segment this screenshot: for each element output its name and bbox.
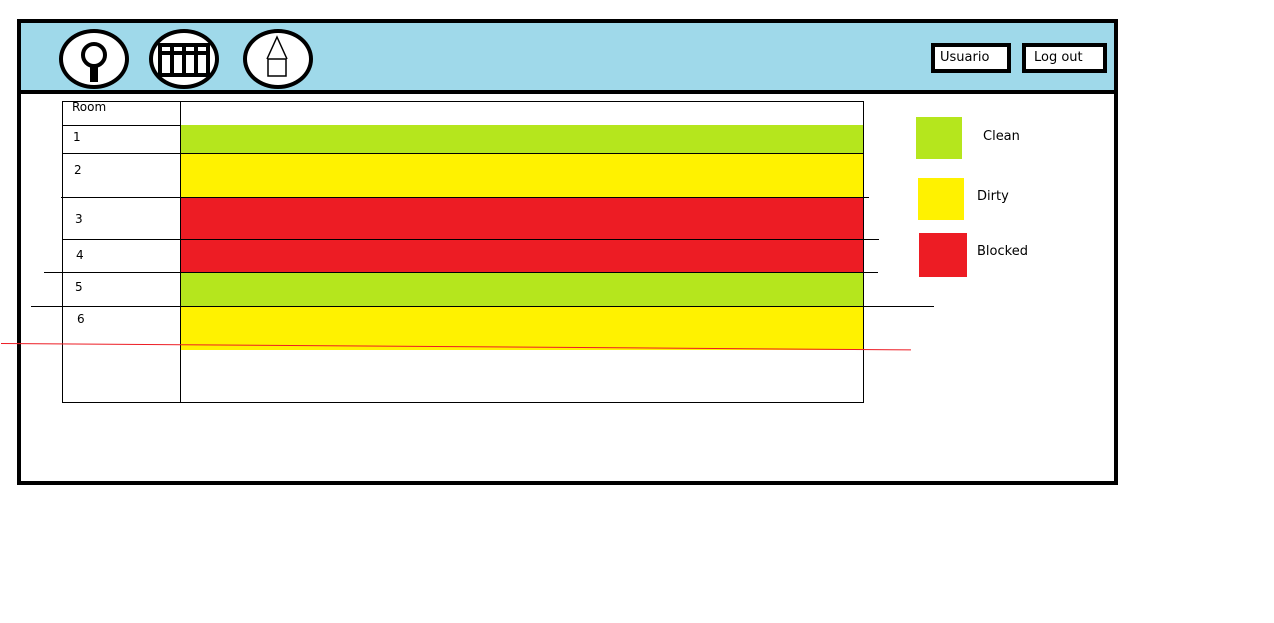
room-label: 5 [75,280,83,294]
legend-swatch-blocked [919,233,967,277]
row-separator [44,272,878,273]
grid-divider [180,102,181,402]
user-button[interactable]: Usuario [931,43,1011,73]
room-label: 3 [75,212,83,226]
room-column-header: Room [72,100,107,114]
row-separator [31,306,934,307]
status-bar-room-1[interactable] [181,125,863,153]
legend-label-dirty: Dirty [977,189,1009,204]
status-bar-room-6[interactable] [181,307,863,350]
room-label: 1 [73,130,81,144]
calendar-icon[interactable] [149,29,219,89]
row-separator [63,153,863,154]
search-icon[interactable] [59,29,129,89]
logout-label: Log out [1034,50,1083,65]
legend-label-blocked: Blocked [977,244,1028,259]
legend-swatch-clean [916,117,962,159]
legend-swatch-dirty [918,178,964,220]
room-status-grid: Room 1 2 3 4 5 6 [0,100,934,403]
logout-button[interactable]: Log out [1022,43,1107,73]
row-separator [61,197,869,198]
status-bar-room-3[interactable] [181,198,863,239]
room-label: 2 [74,163,82,177]
user-label: Usuario [940,50,990,65]
legend-label-clean: Clean [983,129,1020,144]
room-label: 4 [76,248,84,262]
status-bar-room-4[interactable] [181,240,863,272]
top-bar: Usuario Log out [21,23,1114,94]
house-icon[interactable] [243,29,313,89]
status-bar-room-5[interactable] [181,273,863,306]
row-separator [63,239,879,240]
status-bar-room-2[interactable] [181,154,863,197]
room-label: 6 [77,312,85,326]
